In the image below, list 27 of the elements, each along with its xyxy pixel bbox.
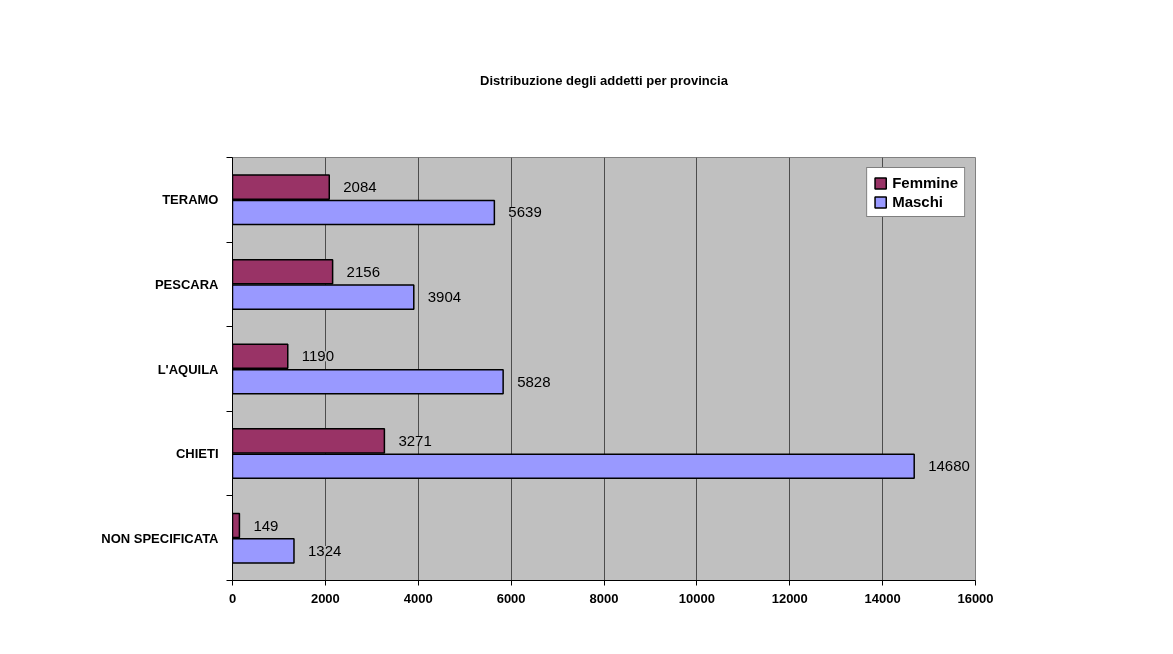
x-tick-label: 14000 (864, 590, 901, 606)
chart-title: Distribuzione degli addetti per provincia (480, 72, 729, 88)
y-tick-label: L'AQUILA (157, 361, 220, 377)
data-label: 14680 (928, 457, 970, 475)
legend-label: Femmine (892, 174, 958, 191)
x-tick-label: 10000 (678, 590, 715, 606)
data-label: 3271 (398, 431, 432, 449)
y-tick-label: PESCARA (154, 276, 220, 292)
y-tick-label: NON SPECIFICATA (101, 530, 220, 546)
y-tick-label: CHIETI (175, 446, 219, 462)
y-tick-label: TERAMO (162, 192, 219, 208)
data-label: 2084 (343, 178, 377, 196)
x-tick-label: 12000 (771, 590, 808, 606)
legend-label: Maschi (892, 193, 943, 210)
data-label: 3904 (427, 288, 462, 306)
x-tick-label: 4000 (403, 590, 433, 606)
data-label: 5639 (508, 203, 542, 221)
data-label: 149 (253, 516, 279, 534)
data-label: 1190 (301, 347, 335, 365)
x-tick-label: 16000 (957, 590, 994, 606)
data-label: 1324 (307, 541, 342, 559)
x-tick-label: 0 (228, 590, 237, 606)
x-tick-label: 8000 (589, 590, 619, 606)
data-label: 2156 (346, 262, 380, 280)
x-tick-label: 2000 (310, 590, 340, 606)
data-label: 5828 (517, 372, 551, 390)
x-tick-label: 6000 (496, 590, 526, 606)
